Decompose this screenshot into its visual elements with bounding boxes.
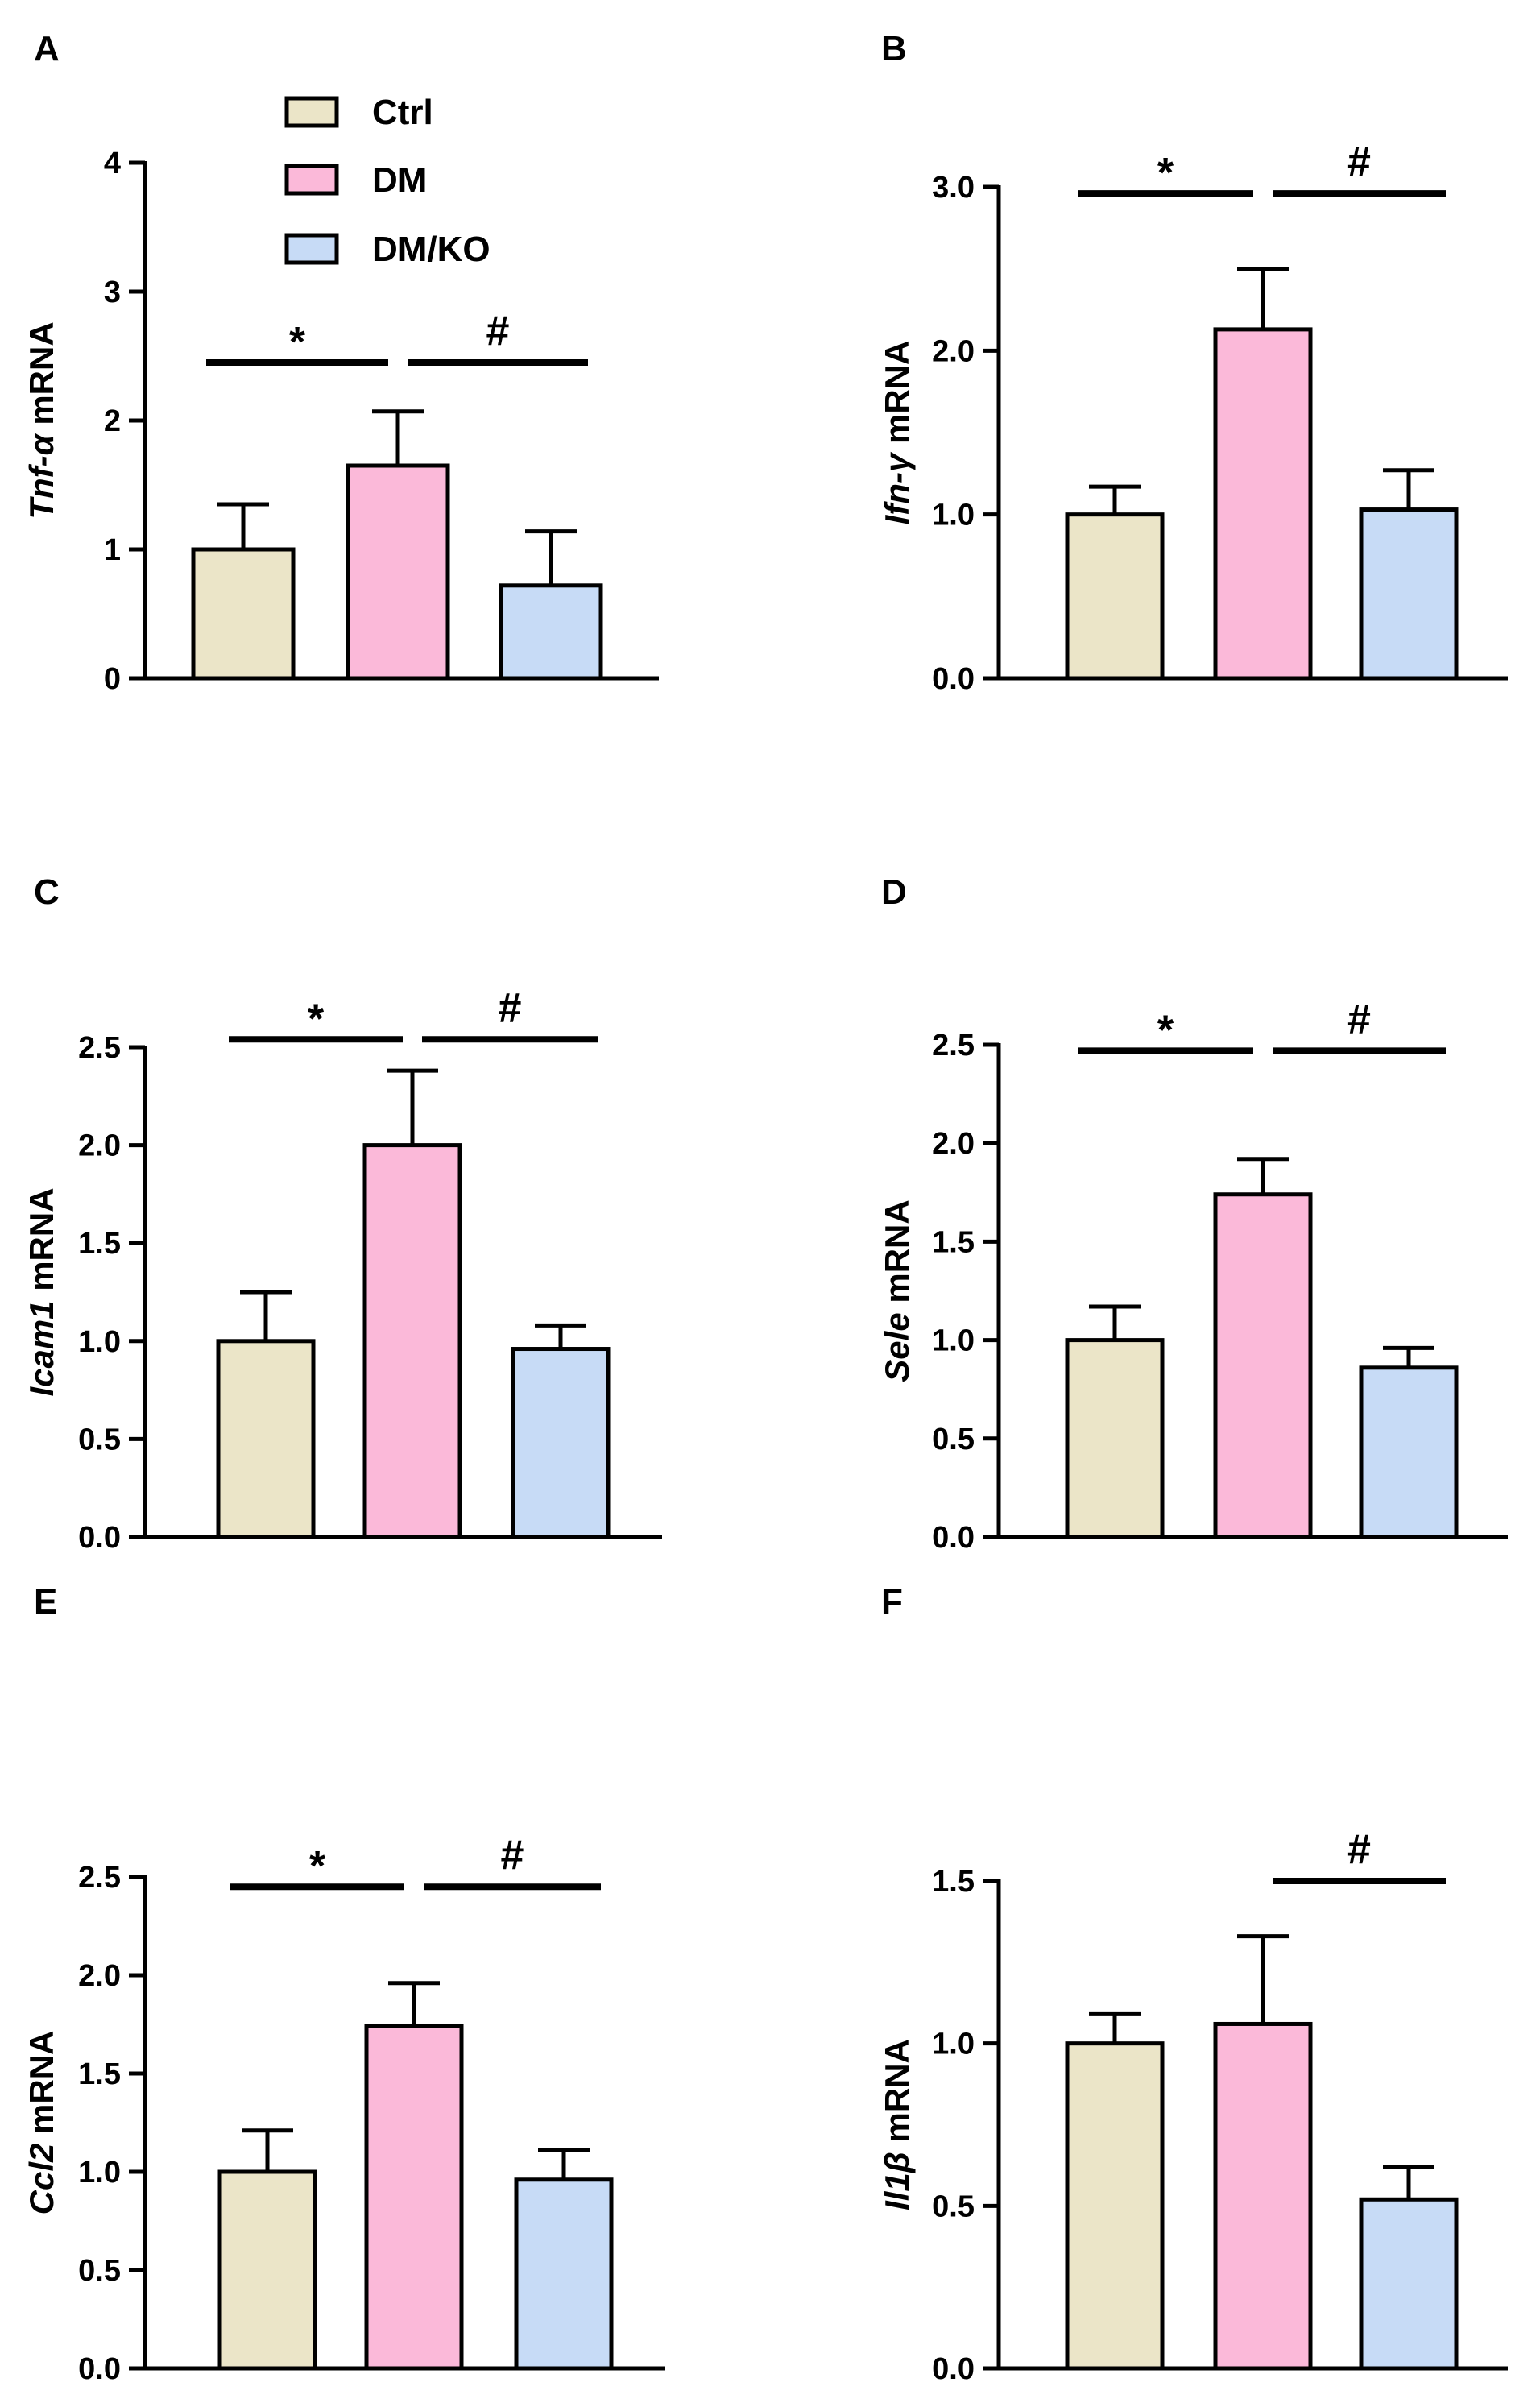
y-tick-label: 0.0 (78, 1521, 121, 1555)
y-tick-label: 2.0 (78, 1959, 121, 1993)
sig-hash: # (1348, 996, 1371, 1042)
sig-star: * (1157, 1007, 1174, 1054)
panel-label: B (881, 29, 907, 68)
y-tick-label: 2 (104, 404, 121, 438)
y-tick-label: 1.0 (78, 2156, 121, 2190)
panel-label: C (34, 872, 60, 912)
bar-ctrl (217, 2169, 317, 2371)
y-tick-label: 1.0 (78, 1325, 121, 1359)
y-tick-label: 0.5 (932, 2190, 975, 2223)
legend-swatch-dm-ko (284, 233, 339, 265)
y-tick-label: 0.5 (78, 1423, 121, 1456)
panel-d: D 0.0 0.5 1.0 1.5 2.0 2.5 Sele mRNA * # (878, 872, 1508, 1555)
bar-dm-ko (499, 583, 603, 681)
y-tick-label: 1.5 (932, 1225, 975, 1259)
y-tick-label: 1.5 (78, 1227, 121, 1261)
y-tick-label: 1.0 (932, 1324, 975, 1358)
bar-dm-ko (511, 1347, 611, 1539)
bar-dm (364, 2024, 464, 2371)
y-tick-label: 2.5 (932, 1029, 975, 1063)
sig-star: * (289, 319, 306, 366)
panel-label: D (881, 872, 907, 912)
y-tick-label: 2.0 (932, 334, 975, 368)
legend: Ctrl DM DM/KO (284, 93, 491, 269)
legend-swatch-ctrl (284, 96, 339, 128)
panel-a: A 0 1 2 3 4 Tnf-α mRNA * # (23, 29, 659, 696)
sig-star: * (308, 996, 325, 1042)
y-tick-label: 0.0 (932, 2352, 975, 2386)
sig-star: * (309, 1843, 326, 1890)
y-tick-label: 1.5 (78, 2057, 121, 2091)
y-axis-label: Sele mRNA (878, 1199, 916, 1382)
legend-label-ctrl: Ctrl (372, 93, 433, 132)
y-axis-label: Icam1 mRNA (23, 1187, 60, 1396)
y-tick-label: 0.5 (78, 2254, 121, 2288)
bar-dm-ko (1359, 2197, 1459, 2371)
y-tick-label: 1 (104, 533, 121, 567)
bar-dm (346, 463, 450, 681)
y-tick-label: 1.5 (932, 1865, 975, 1899)
y-tick-label: 2.5 (78, 1031, 121, 1065)
y-tick-label: 2.0 (932, 1127, 975, 1161)
y-tick-label: 3.0 (932, 171, 975, 205)
y-tick-label: 0.0 (932, 662, 975, 696)
bar-dm (1213, 327, 1313, 681)
bar-ctrl (1065, 2041, 1165, 2371)
sig-hash: # (1348, 139, 1371, 185)
y-tick-label: 2.0 (78, 1129, 121, 1163)
y-tick-label: 4 (104, 147, 121, 180)
bar-dm-ko (1359, 508, 1459, 681)
y-tick-label: 0.5 (932, 1423, 975, 1456)
y-tick-label: 3 (104, 276, 121, 309)
legend-label-dm-ko: DM/KO (372, 230, 491, 269)
bar-ctrl (216, 1339, 316, 1539)
panel-label: E (34, 1582, 57, 1622)
bar-dm (1213, 1192, 1313, 1539)
legend-swatch-dm (284, 164, 339, 196)
bar-dm (1213, 2021, 1313, 2371)
legend-label-dm: DM (372, 160, 427, 200)
y-tick-label: 0.0 (932, 1521, 975, 1555)
sig-hash: # (1348, 1826, 1371, 1873)
bar-ctrl (1065, 512, 1165, 681)
bar-ctrl (191, 547, 296, 681)
bar-ctrl (1065, 1338, 1165, 1539)
sig-hash: # (501, 1832, 524, 1879)
y-tick-label: 1.0 (932, 2028, 975, 2061)
panel-b: B 0.0 1.0 2.0 3.0 Ifn-γ mRNA * # (878, 29, 1508, 696)
y-axis-label: Ccl2 mRNA (23, 2031, 60, 2215)
y-tick-label: 1.0 (932, 499, 975, 532)
y-tick-label: 2.5 (78, 1861, 121, 1895)
panel-label: F (881, 1582, 903, 1622)
y-tick-label: 0.0 (78, 2352, 121, 2386)
panel-e: E 0.0 0.5 1.0 1.5 2.0 2.5 Ccl2 mRNA * # (23, 1582, 665, 2386)
bar-dm (362, 1143, 462, 1539)
bar-dm-ko (1359, 1365, 1459, 1539)
sig-hash: # (499, 984, 522, 1031)
y-tick-label: 0 (104, 662, 121, 696)
panel-c: C 0.0 0.5 1.0 1.5 2.0 2.5 Icam1 mRNA * # (23, 872, 662, 1555)
bar-dm-ko (514, 2177, 614, 2371)
sig-star: * (1157, 150, 1174, 197)
panel-label: A (34, 29, 60, 68)
y-axis-label: Ifn-γ mRNA (878, 341, 916, 525)
y-axis-label: Tnf-α mRNA (23, 321, 60, 519)
sig-hash: # (486, 308, 510, 354)
panel-f: F 0.0 0.5 1.0 1.5 Il1β mRNA # (878, 1582, 1508, 2386)
y-axis-label: Il1β mRNA (878, 2039, 916, 2210)
